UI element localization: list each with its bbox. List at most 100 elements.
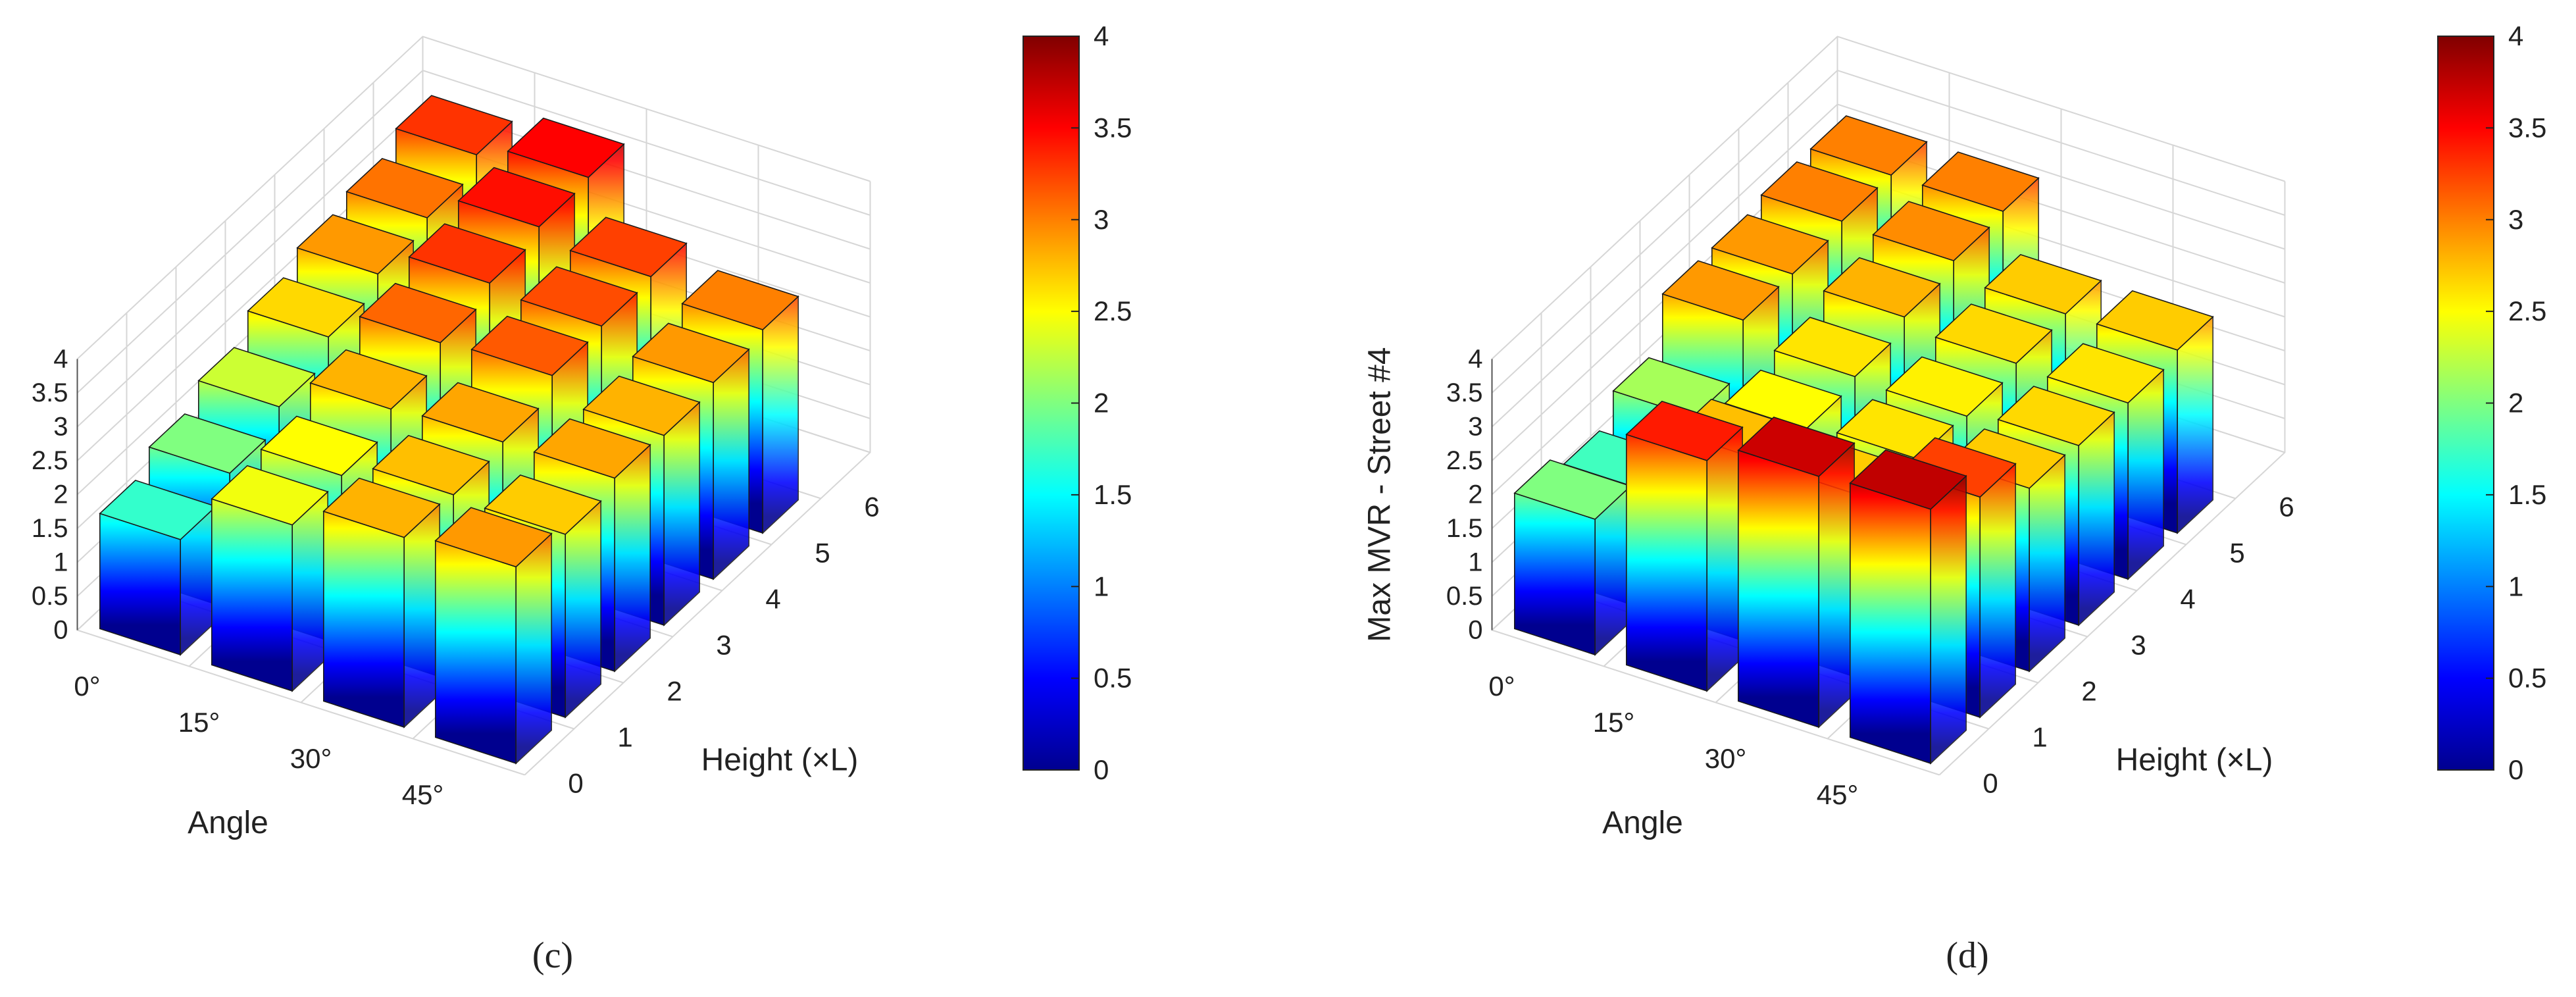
angle-tick-label: 30° <box>1705 743 1747 774</box>
height-tick-label: 3 <box>716 630 731 661</box>
bar-top-face <box>533 418 651 479</box>
bar-top-face <box>1823 257 1941 318</box>
bar-top-face <box>632 322 750 384</box>
height-tick-label: 2 <box>2081 676 2096 707</box>
angle-tick-label: 30° <box>290 743 332 774</box>
colorbar-tick-label: 0.5 <box>2508 663 2546 694</box>
bars <box>99 95 799 765</box>
z-tick-label: 4 <box>1468 345 1482 374</box>
angle-tick-label: 0° <box>1488 671 1515 702</box>
colorbar-tick-label: 0 <box>2508 754 2523 785</box>
bar-top-face <box>1809 115 1928 176</box>
bar-top-face <box>211 465 329 526</box>
bar-top-face <box>569 217 688 278</box>
panel-c: 0 0.5 1 1.5 2 2.5 3 3.5 4 0° 15° 30° 45° 0 1 2 3 4 5 6 Angle… <box>32 20 1132 976</box>
bar-top-face <box>582 375 701 436</box>
colorbar-tick-label: 1 <box>2508 571 2523 601</box>
z-tick-label: 1 <box>53 548 68 577</box>
bar-side-face <box>2078 411 2115 626</box>
z-tick-label: 2 <box>1468 480 1482 509</box>
angle-tick-label: 0° <box>74 671 100 702</box>
bar-top-face <box>408 223 526 284</box>
z-axis-label: Max MVR - Street #4 <box>1363 347 1398 642</box>
bar-side-face <box>515 532 553 765</box>
colorbar-tick-label: 3.5 <box>1094 112 1132 143</box>
colorbar: 0 0.5 1 1.5 2 2.5 3 3.5 4 <box>2437 20 2546 785</box>
z-tick-label: 0.5 <box>1446 582 1483 611</box>
bar-top-face <box>148 413 266 474</box>
bar-side-face <box>2029 453 2065 673</box>
x-axis-label: Angle <box>1602 805 1683 840</box>
bar-30°-h0 <box>1737 416 1856 729</box>
bar-top-face <box>421 382 540 443</box>
bar-top-face <box>345 157 464 218</box>
colorbar-tick-label: 2.5 <box>1094 295 1132 326</box>
colorbar-tick-label: 1.5 <box>1094 479 1132 510</box>
bar-front-face <box>1626 434 1707 692</box>
z-tick-label: 0 <box>53 616 68 645</box>
z-tick-labels: 0 0.5 1 1.5 2 2.5 3 3.5 4 <box>32 345 68 645</box>
colorbar-tick-label: 2 <box>1094 388 1109 419</box>
bar-side-face <box>713 348 749 580</box>
bar-top-face <box>1872 201 1990 262</box>
height-tick-labels: 0 1 2 3 4 5 6 <box>1983 492 2294 799</box>
bar-top-face <box>484 474 602 535</box>
bar-top-face <box>1711 214 1829 275</box>
bar-top-face <box>507 117 625 178</box>
bar-top-face <box>1661 260 1780 321</box>
bar-side-face <box>2127 368 2164 580</box>
height-tick-label: 4 <box>765 584 780 615</box>
bar-front-face <box>211 498 293 692</box>
z-tick-label: 2.5 <box>1446 446 1483 475</box>
panel-caption: (c) <box>532 935 573 976</box>
bar-side-face <box>565 499 602 719</box>
colorbar: 0 0.5 1 1.5 2 2.5 3 3.5 4 <box>1023 20 1132 785</box>
height-tick-label: 0 <box>568 768 583 799</box>
height-tick-labels: 0 1 2 3 4 5 6 <box>568 492 879 799</box>
z-tick-label: 2.5 <box>32 446 68 475</box>
z-tick-label: 2 <box>53 480 68 509</box>
height-tick-label: 5 <box>815 538 830 569</box>
height-tick-label: 3 <box>2131 630 2146 661</box>
height-tick-label: 0 <box>1983 768 1998 799</box>
bar-top-face <box>1760 161 1879 222</box>
z-tick-label: 4 <box>53 345 68 374</box>
colorbar-tick-label: 2 <box>2508 388 2523 419</box>
z-tick-label: 3.5 <box>1446 378 1483 407</box>
bar-side-face <box>614 444 651 673</box>
y-axis-label: Height (×L) <box>701 743 859 778</box>
colorbar-tick-label: 4 <box>1094 20 1109 51</box>
bar-15°-h0 <box>211 465 329 692</box>
panel-caption: (d) <box>1946 935 1988 976</box>
height-tick-label: 1 <box>2032 722 2047 753</box>
bar-top-face <box>197 347 316 408</box>
bar-top-face <box>322 477 441 538</box>
colorbar-tick-label: 2.5 <box>2508 295 2546 326</box>
bar-side-face <box>1818 442 1855 729</box>
colorbar-tick-label: 3 <box>2508 204 2523 235</box>
bar-front-face <box>1514 492 1596 656</box>
z-tick-label: 3.5 <box>32 378 68 407</box>
bar-side-face <box>663 401 700 626</box>
angle-tick-labels: 0° 15° 30° 45° <box>1488 671 1858 810</box>
colorbar-tick-label: 3 <box>1094 204 1109 235</box>
colorbar-gradient <box>2437 36 2494 771</box>
z-tick-label: 0.5 <box>32 582 68 611</box>
bar-top-face <box>395 95 513 156</box>
bar-0°-h0 <box>99 479 217 656</box>
bar-top-face <box>1934 303 2053 364</box>
bar-top-face <box>372 434 490 496</box>
bar-45°-h0 <box>434 507 553 765</box>
bar-top-face <box>296 214 415 275</box>
bar-top-face <box>1737 416 1856 477</box>
bar-front-face <box>1850 482 1931 765</box>
bar-45°-h0 <box>1849 449 1967 765</box>
height-tick-label: 1 <box>617 722 632 753</box>
bar-top-face <box>457 166 576 228</box>
bar-front-face <box>1738 449 1819 729</box>
z-tick-label: 1.5 <box>32 514 68 543</box>
z-tick-label: 1.5 <box>1446 514 1483 543</box>
colorbar-tick-label: 0.5 <box>1094 663 1132 694</box>
colorbar-tick-label: 0 <box>1094 754 1109 785</box>
